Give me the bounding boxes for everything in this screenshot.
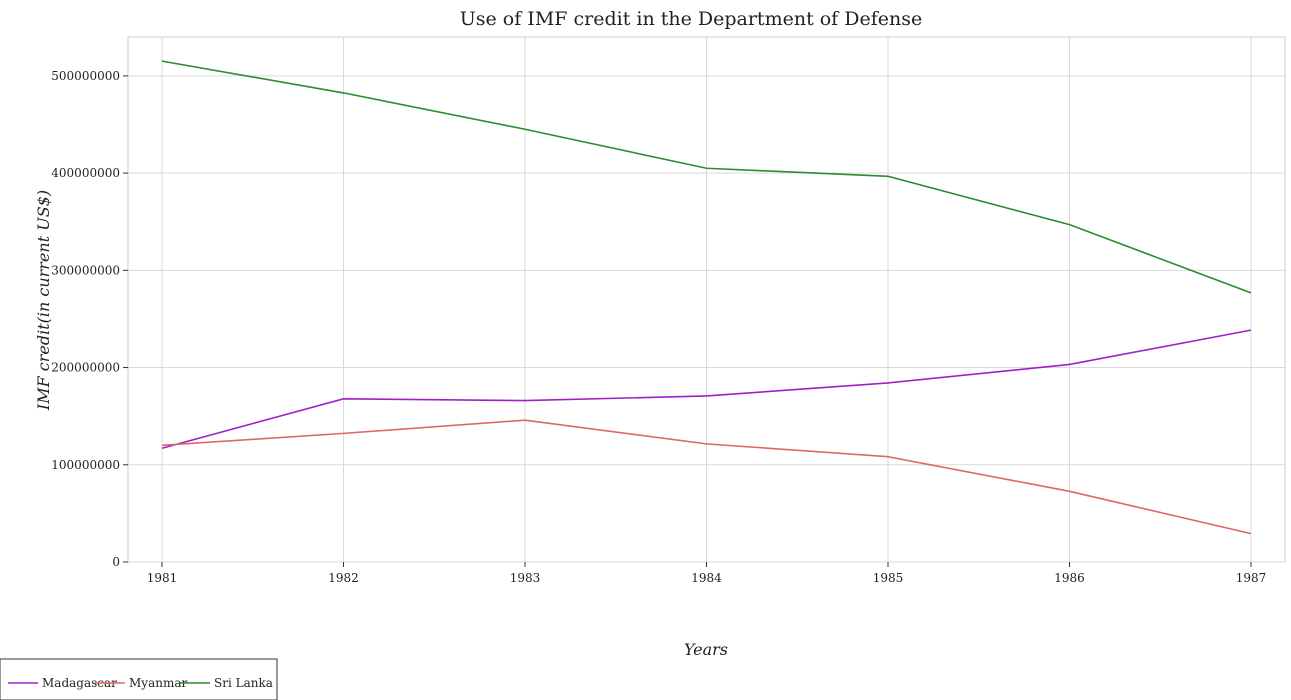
legend-label-sri-lanka: Sri Lanka [214,676,273,690]
x-tick-label: 1983 [510,571,541,585]
x-tick-label: 1986 [1054,571,1085,585]
x-tick-label: 1987 [1236,571,1267,585]
legend: Madagascar Myanmar Sri Lanka [0,658,278,700]
x-tick-label: 1985 [873,571,904,585]
grid [128,37,1285,563]
y-tick-label: 0 [112,555,120,569]
chart-title: Use of IMF credit in the Department of D… [460,8,923,30]
x-axis-ticks: 1981 1982 1983 1984 1985 1986 1987 [147,562,1267,585]
y-tick-label: 100000000 [51,458,120,472]
series-line-myanmar [161,419,1252,535]
legend-label-myanmar: Myanmar [129,676,187,690]
y-tick-label: 200000000 [51,361,120,375]
series [161,60,1252,535]
x-tick-label: 1982 [328,571,359,585]
y-tick-label: 400000000 [51,166,120,180]
legend-label-madagascar: Madagascar [42,676,117,690]
series-line-madagascar [161,329,1252,450]
y-tick-label: 300000000 [51,263,120,277]
legend-box [0,658,278,700]
y-axis-ticks: 0 100000000 200000000 300000000 400000000 500… [51,69,128,569]
series-line-sri-lanka [161,60,1252,294]
y-axis-label: IMF credit(in current US$) [34,190,53,411]
x-axis-label: Years [684,640,728,659]
y-tick-label: 500000000 [51,69,120,83]
x-tick-label: 1981 [147,571,178,585]
x-tick-label: 1984 [691,571,722,585]
